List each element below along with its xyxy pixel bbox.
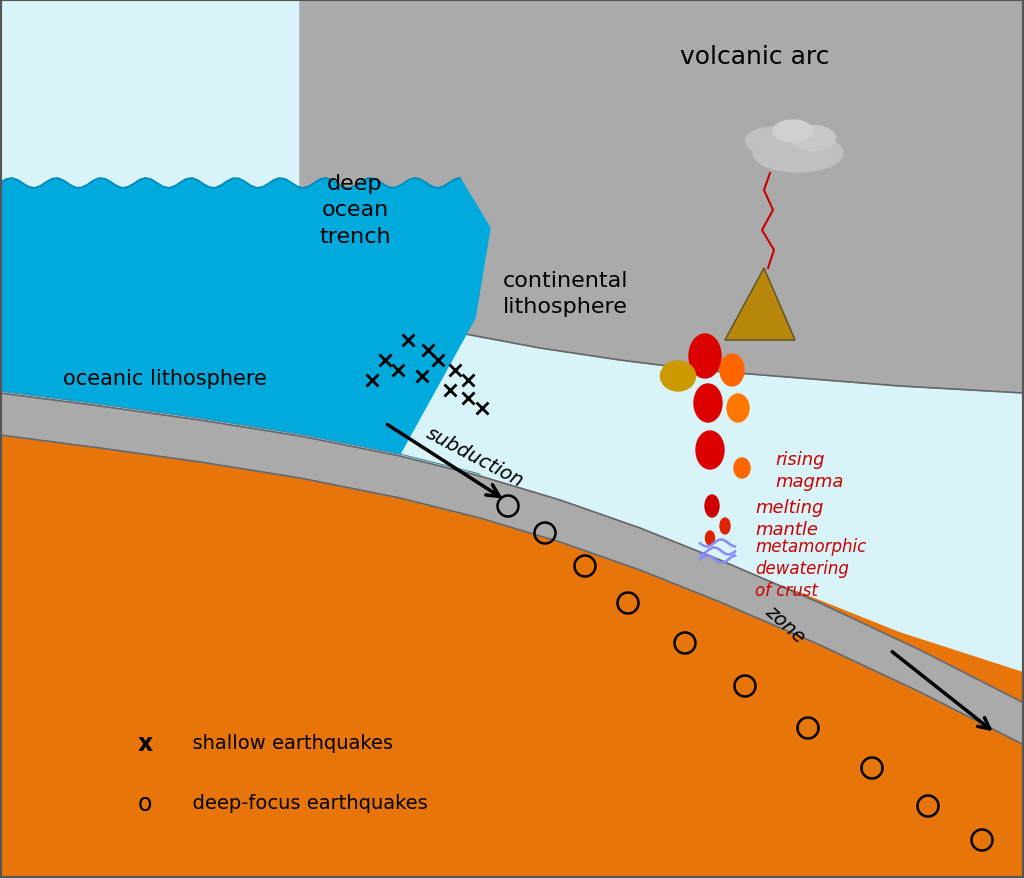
Text: shallow earthquakes: shallow earthquakes xyxy=(180,734,393,752)
Ellipse shape xyxy=(694,385,722,422)
Ellipse shape xyxy=(705,495,719,517)
Text: melting
mantle: melting mantle xyxy=(755,499,823,538)
Text: zone: zone xyxy=(762,601,809,646)
Text: deep-focus earthquakes: deep-focus earthquakes xyxy=(180,794,428,812)
Ellipse shape xyxy=(791,126,836,151)
Text: deep
ocean
trench: deep ocean trench xyxy=(319,174,391,247)
Ellipse shape xyxy=(727,394,749,422)
Polygon shape xyxy=(0,423,1024,878)
Text: metamorphic
dewatering
of crust: metamorphic dewatering of crust xyxy=(755,537,866,600)
Text: rising
magma: rising magma xyxy=(775,450,844,491)
Text: o: o xyxy=(138,791,153,815)
Text: oceanic lithosphere: oceanic lithosphere xyxy=(63,369,267,389)
Polygon shape xyxy=(300,0,1024,393)
Ellipse shape xyxy=(696,431,724,470)
Ellipse shape xyxy=(753,135,843,173)
Ellipse shape xyxy=(720,518,730,535)
Polygon shape xyxy=(0,179,490,455)
Text: x: x xyxy=(137,731,153,755)
Ellipse shape xyxy=(773,121,813,143)
Ellipse shape xyxy=(706,531,715,545)
Text: volcanic arc: volcanic arc xyxy=(680,45,829,68)
Polygon shape xyxy=(0,393,1024,745)
Text: subduction: subduction xyxy=(423,423,527,490)
Text: continental
lithosphere: continental lithosphere xyxy=(502,270,628,317)
Ellipse shape xyxy=(689,335,721,378)
Polygon shape xyxy=(725,269,795,341)
Ellipse shape xyxy=(720,355,744,386)
Ellipse shape xyxy=(745,128,801,155)
Ellipse shape xyxy=(660,362,695,392)
Ellipse shape xyxy=(734,458,750,479)
